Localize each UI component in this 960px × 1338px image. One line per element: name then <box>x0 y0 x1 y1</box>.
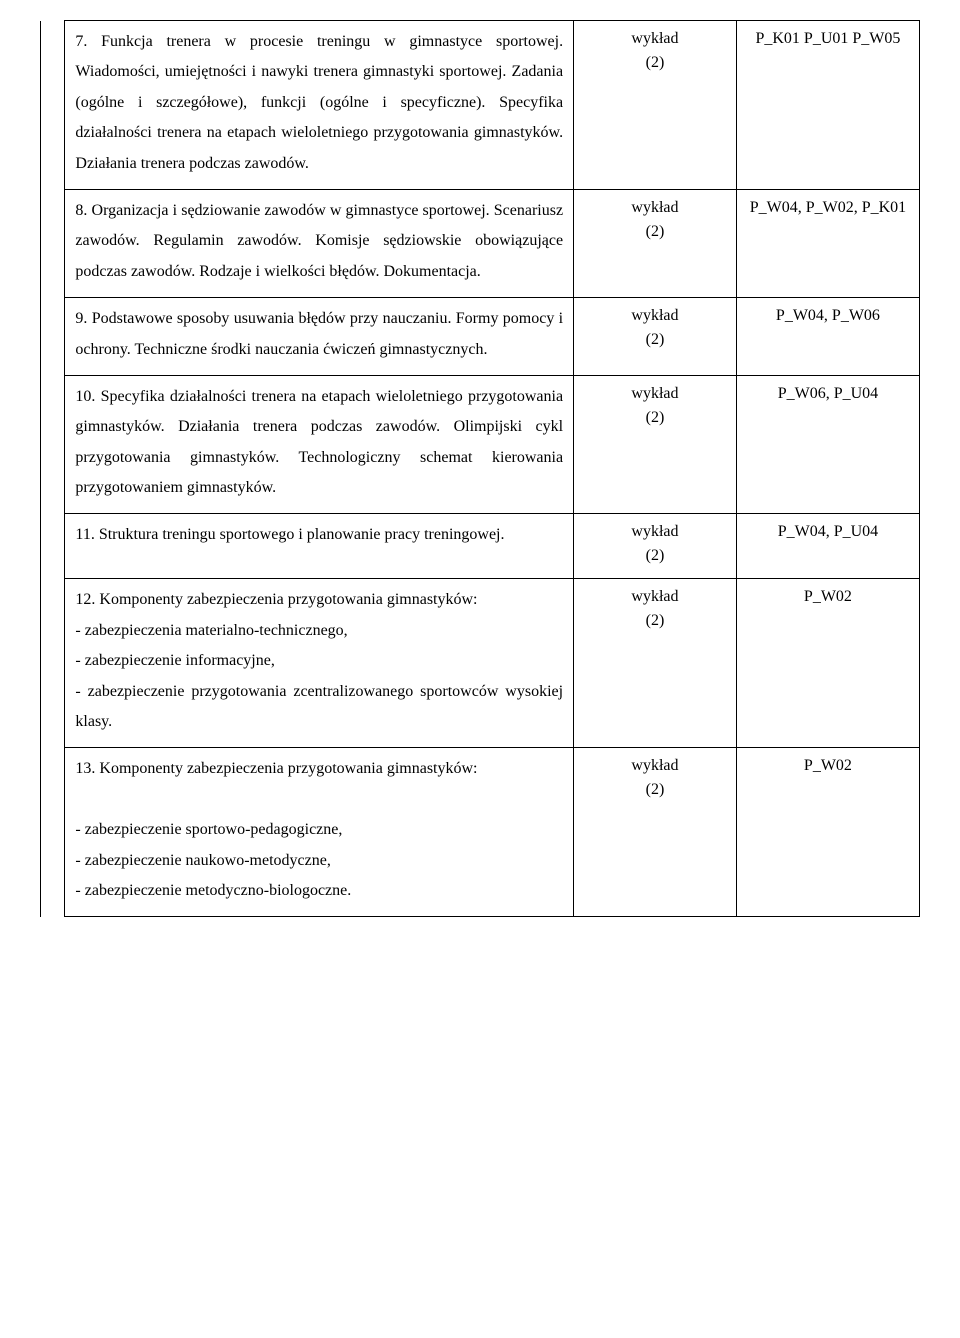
outcome-codes: P_W04, P_W02, P_K01 <box>736 189 919 297</box>
outcome-codes: P_W02 <box>736 579 919 748</box>
hours-label: (2) <box>584 609 726 633</box>
table-row: 7. Funkcja trenera w procesie treningu w… <box>41 21 920 190</box>
row-marker-cell <box>41 189 65 297</box>
outcome-codes: P_W04, P_U04 <box>736 514 919 579</box>
form-hours-cell: wykład(2) <box>574 21 737 190</box>
topic-content: 11. Struktura treningu sportowego i plan… <box>65 514 574 579</box>
document-page: 7. Funkcja trenera w procesie treningu w… <box>0 0 960 957</box>
topic-content: 7. Funkcja trenera w procesie treningu w… <box>65 21 574 190</box>
form-hours-cell: wykład(2) <box>574 748 737 917</box>
form-label: wykład <box>584 196 726 220</box>
form-label: wykład <box>584 754 726 778</box>
form-label: wykład <box>584 382 726 406</box>
outcome-codes: P_W04, P_W06 <box>736 298 919 376</box>
topic-content: 8. Organizacja i sędziowanie zawodów w g… <box>65 189 574 297</box>
hours-label: (2) <box>584 406 726 430</box>
row-marker-cell <box>41 21 65 190</box>
topic-content: 10. Specyfika działalności trenera na et… <box>65 375 574 514</box>
form-label: wykład <box>584 304 726 328</box>
row-marker-cell <box>41 298 65 376</box>
form-label: wykład <box>584 27 726 51</box>
table-row: 13. Komponenty zabezpieczenia przygotowa… <box>41 748 920 917</box>
topic-content: 9. Podstawowe sposoby usuwania błędów pr… <box>65 298 574 376</box>
form-hours-cell: wykład(2) <box>574 514 737 579</box>
table-row: 9. Podstawowe sposoby usuwania błędów pr… <box>41 298 920 376</box>
outcome-codes: P_W02 <box>736 748 919 917</box>
hours-label: (2) <box>584 51 726 75</box>
table-row: 8. Organizacja i sędziowanie zawodów w g… <box>41 189 920 297</box>
topic-content: 12. Komponenty zabezpieczenia przygotowa… <box>65 579 574 748</box>
form-hours-cell: wykład(2) <box>574 189 737 297</box>
table-row: 10. Specyfika działalności trenera na et… <box>41 375 920 514</box>
row-marker-cell <box>41 579 65 748</box>
form-hours-cell: wykład(2) <box>574 298 737 376</box>
row-marker-cell <box>41 748 65 917</box>
hours-label: (2) <box>584 328 726 352</box>
syllabus-table: 7. Funkcja trenera w procesie treningu w… <box>40 20 920 917</box>
row-marker-cell <box>41 514 65 579</box>
outcome-codes: P_W06, P_U04 <box>736 375 919 514</box>
row-marker-cell <box>41 375 65 514</box>
form-hours-cell: wykład(2) <box>574 579 737 748</box>
table-row: 12. Komponenty zabezpieczenia przygotowa… <box>41 579 920 748</box>
hours-label: (2) <box>584 544 726 568</box>
hours-label: (2) <box>584 778 726 802</box>
form-label: wykład <box>584 585 726 609</box>
topic-content: 13. Komponenty zabezpieczenia przygotowa… <box>65 748 574 917</box>
hours-label: (2) <box>584 220 726 244</box>
table-body: 7. Funkcja trenera w procesie treningu w… <box>41 21 920 917</box>
outcome-codes: P_K01 P_U01 P_W05 <box>736 21 919 190</box>
table-row: 11. Struktura treningu sportowego i plan… <box>41 514 920 579</box>
form-label: wykład <box>584 520 726 544</box>
form-hours-cell: wykład(2) <box>574 375 737 514</box>
